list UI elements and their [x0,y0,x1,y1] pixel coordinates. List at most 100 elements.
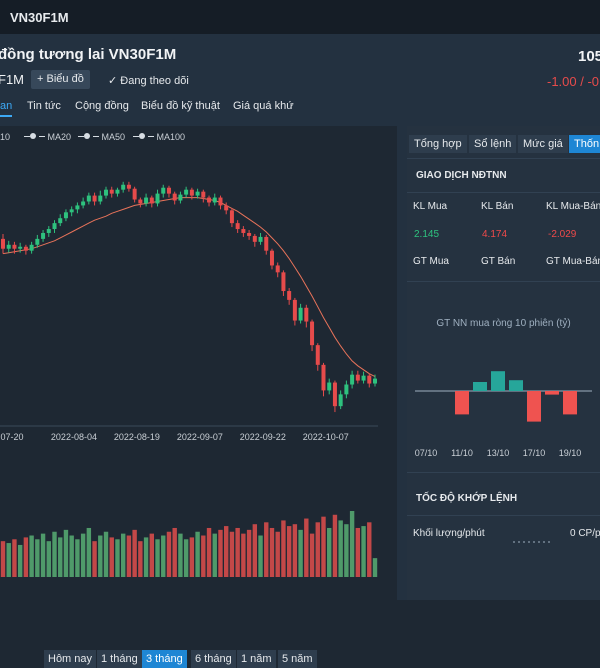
volume-bar [218,529,223,577]
range-1m-button[interactable]: 1 tháng [97,650,142,668]
tab-technical-chart[interactable]: Biểu đồ kỹ thuật [141,100,220,112]
volume-bar [252,524,258,577]
kl-net-header: KL Mua-Bán [546,201,600,212]
legend-dot-icon [30,133,36,139]
volume-bar [75,539,80,577]
net-buy-chart-title: GT NN mua ròng 10 phiên (tỷ) [436,318,571,329]
volume-bar [224,526,229,577]
side-panel: Tổng hợp Sổ lệnh Mức giá Thốn GIAO DỊCH … [407,126,600,600]
volume-bar [149,533,154,577]
volume-bar [275,531,280,577]
candle-body [126,184,131,189]
volume-bar [361,526,366,577]
net-tick-label: 19/10 [559,448,582,458]
volume-bar [327,527,332,577]
side-tab-stats[interactable]: Thốn [569,135,600,153]
candle-body [338,394,343,407]
volume-bar [46,541,51,577]
foreign-trade-title: GIAO DỊCH NĐTNN [416,170,507,181]
volume-bar [372,558,378,577]
range-today-button[interactable]: Hôm nay [44,650,97,668]
volume-bar [69,535,74,577]
tab-community[interactable]: Cộng đồng [75,100,129,112]
volume-bar [92,541,97,577]
page-title: đồng tương lai VN30F1M [0,46,177,63]
candle-body [166,187,171,194]
add-chart-button[interactable]: + Biểu đồ [31,70,90,89]
candle-body [115,189,120,194]
candle-body [138,199,143,204]
volume-bar [201,535,206,577]
volume-bar [183,539,189,577]
candle-body [264,236,269,251]
candle-body [189,189,194,196]
volume-bar [98,535,103,577]
match-speed-title: TỐC ĐỘ KHỚP LỆNH [416,493,518,504]
price-chart[interactable]: 07-20 2022-08-04 2022-08-19 2022-09-07 2022-… [0,126,397,600]
candle-body [321,364,326,391]
volume-bar [126,535,132,577]
volume-bar [29,535,34,577]
gt-ban-header: GT Bán [481,256,516,267]
range-6m-button[interactable]: 6 tháng [191,650,236,668]
chart-button-label: Biểu đồ [46,73,84,85]
candle-body [281,272,286,292]
candle-body [92,195,97,202]
follow-toggle[interactable]: ✓ Đang theo dõi [108,74,189,87]
candle-body [75,205,80,210]
per-minute-value: 0 CP/p [570,528,600,539]
price-change: -1.00 / -0 [547,74,600,89]
x-tick-label: 2022-10-07 [303,432,349,442]
candle-body [207,197,212,203]
ma-line [2,197,376,378]
tab-news[interactable]: Tin tức [27,100,61,112]
plus-icon: + [37,73,44,85]
gt-net-header: GT Mua-Bán [546,256,600,267]
range-5y-button[interactable]: 5 năm [278,650,317,668]
net-buy-chart[interactable]: 07/10 11/10 13/10 17/10 19/10 [407,338,600,458]
volume-bar [292,524,298,577]
candle-body [298,307,303,321]
side-tab-price-levels[interactable]: Mức giá [518,135,568,153]
volume-bar [63,529,69,577]
candle-body [327,382,332,391]
candle-body [315,345,320,365]
legend-dot-icon [84,133,90,139]
candle-body [12,244,17,249]
volume-bar [12,539,17,577]
legend-label: MA20 [47,132,72,142]
candle-body [367,375,372,384]
candle-body [1,238,5,249]
volume-bar [367,522,372,577]
candle-body [18,246,23,249]
net-bar [545,391,559,395]
kl-ban-header: KL Bán [481,201,514,212]
volume-bar [35,539,40,577]
net-bar [527,391,541,422]
candle-body [361,375,366,381]
candle-body [35,238,40,245]
range-1y-button[interactable]: 1 năm [237,650,276,668]
kl-ban-value: 4.174 [482,229,508,240]
volume-bar [344,524,349,577]
volume-bar [298,529,303,577]
candle-body [287,291,292,300]
range-3m-button[interactable]: 3 tháng [142,650,187,668]
net-tick-label: 17/10 [523,448,546,458]
side-tab-orderbook[interactable]: Sổ lệnh [469,135,517,153]
follow-label: Đang theo dõi [120,75,189,87]
volume-bar [195,531,200,577]
candle-body [178,194,183,201]
candle-body [247,232,252,236]
candle-body [69,209,74,213]
tab-overview[interactable]: an [0,100,13,117]
volume-bar [349,511,355,577]
side-tab-summary[interactable]: Tổng hợp [409,135,467,153]
volume-bar [103,531,109,577]
net-tick-label: 11/10 [451,448,473,458]
candle-body [6,244,11,249]
candle-body [218,197,223,206]
legend-item-ma50: MA50 [78,132,125,142]
net-bar [455,391,469,415]
tab-price-history[interactable]: Giá quá khứ [233,100,294,112]
